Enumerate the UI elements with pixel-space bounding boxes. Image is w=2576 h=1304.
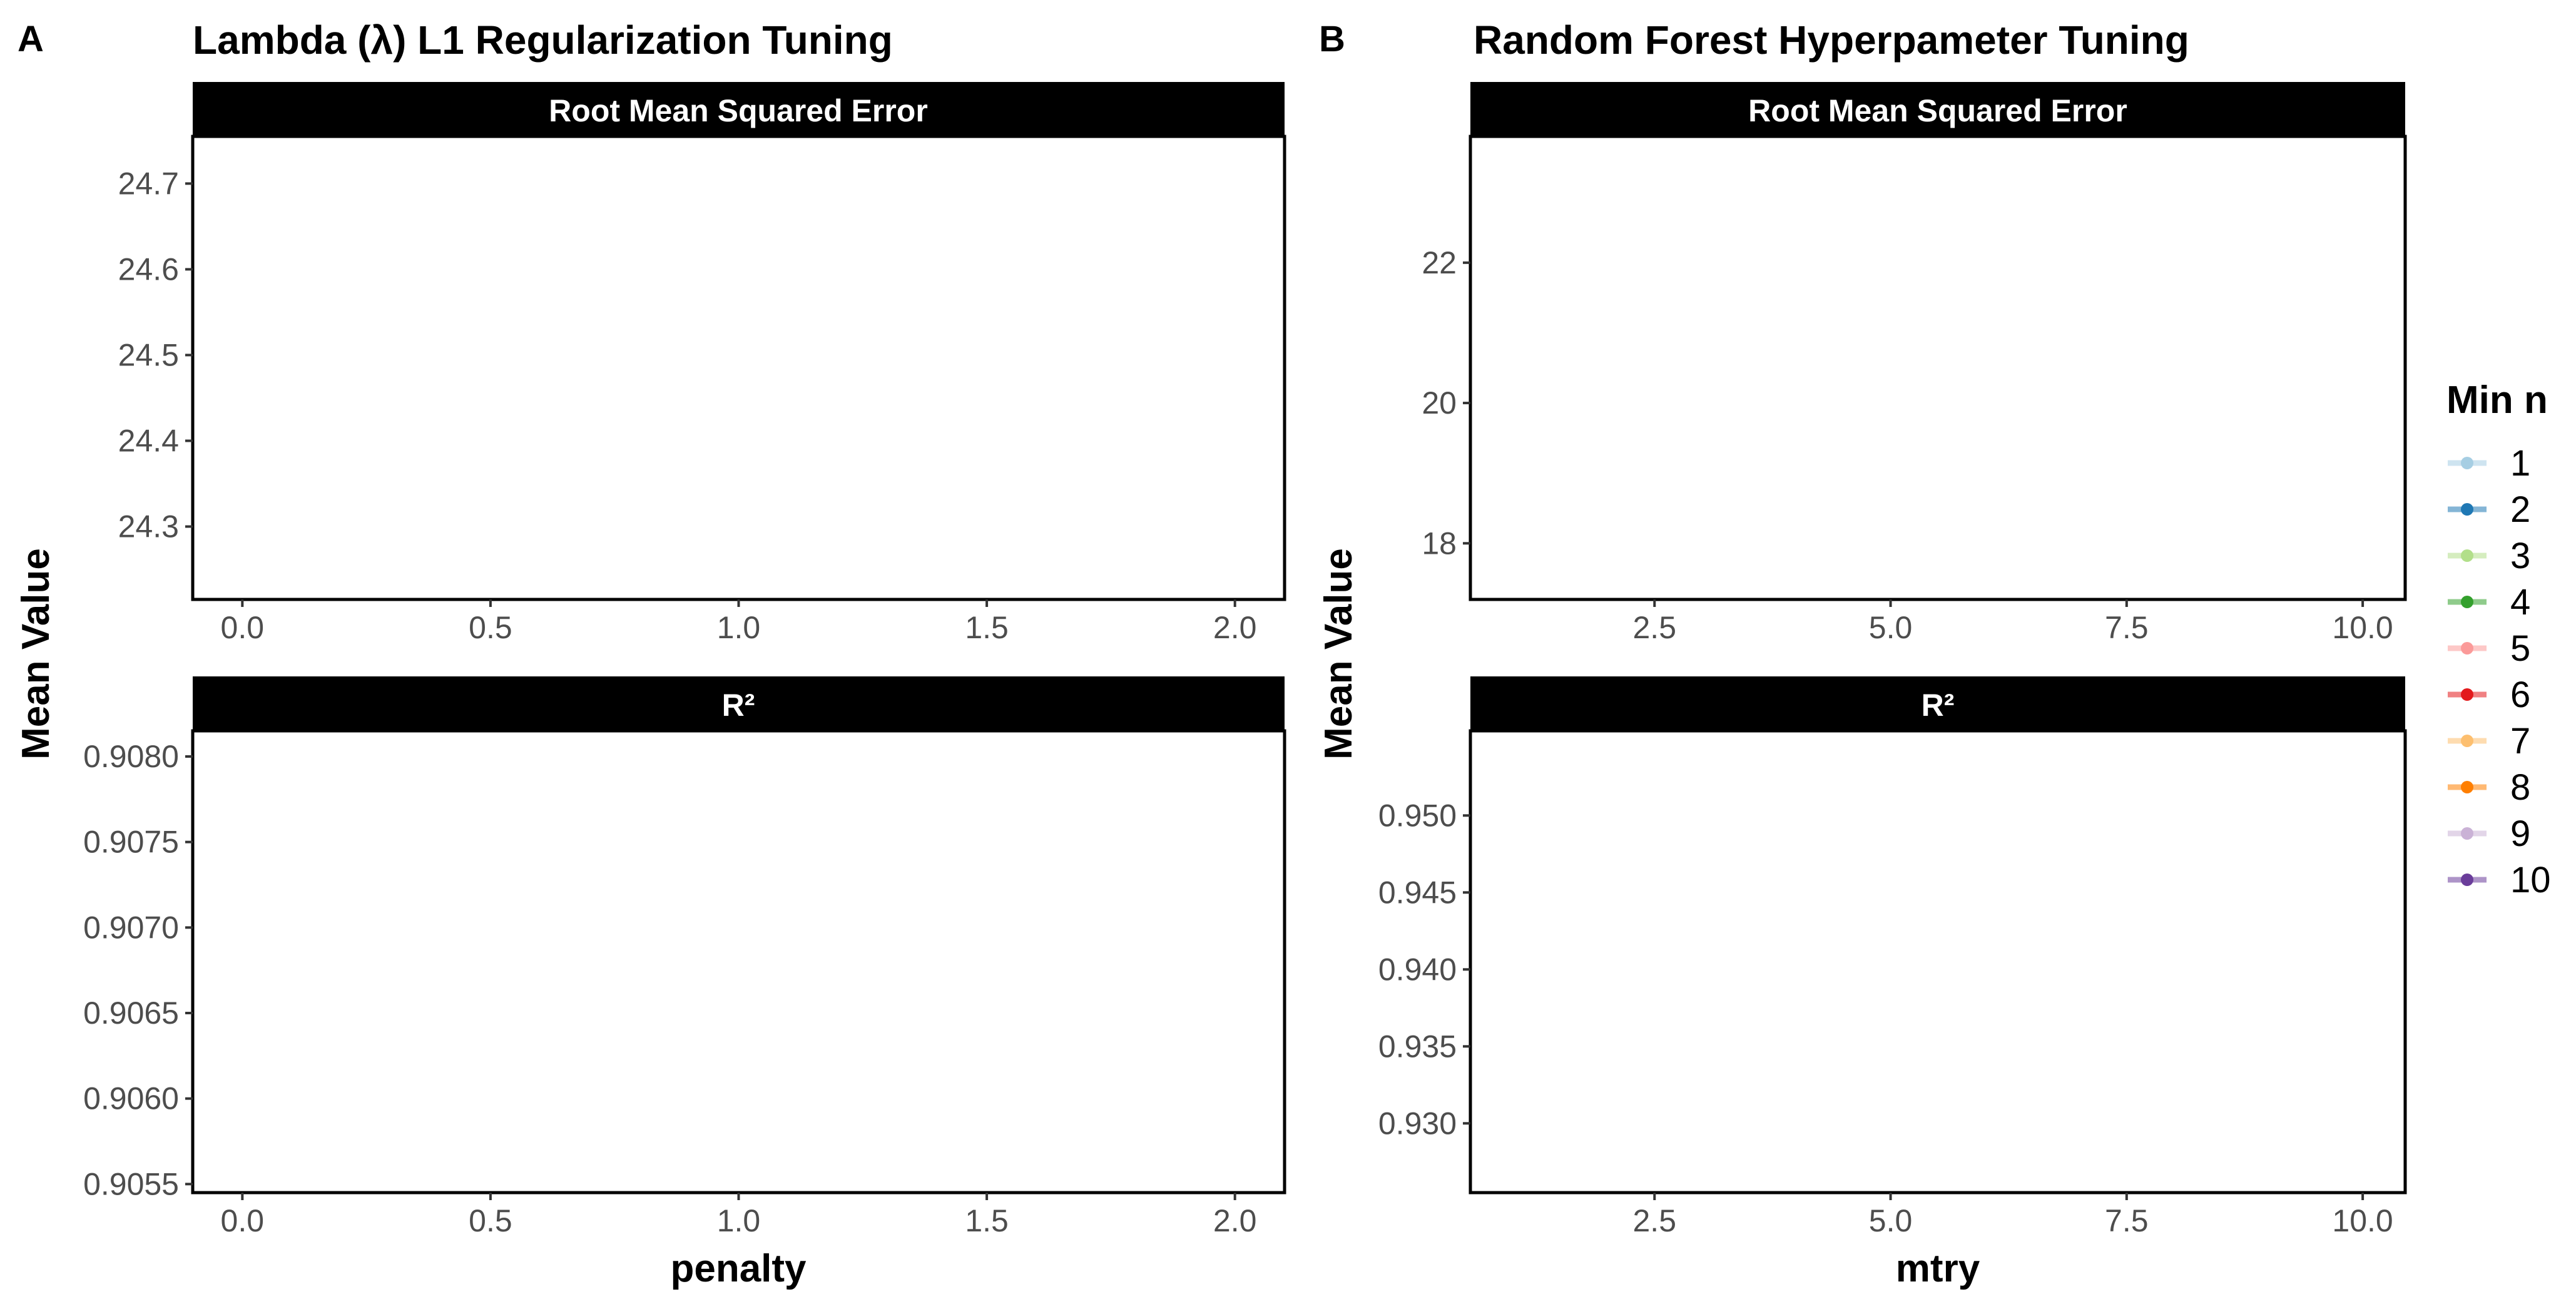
y-tick-label: 0.945 xyxy=(1378,875,1457,910)
legend-items: 1 2 3 4 5 6 7 8 9 10 xyxy=(2448,443,2551,900)
y-tick-label: 20 xyxy=(1422,385,1457,420)
strip-b-r2-label: R² xyxy=(1922,688,1955,723)
strip-a-r2 xyxy=(193,676,1285,731)
x-tick-label: 2.5 xyxy=(1633,1203,1677,1238)
legend-label: 3 xyxy=(2510,536,2530,576)
y-tick-label: 0.9070 xyxy=(83,910,179,945)
legend-key-point xyxy=(2461,781,2473,793)
x-tick-label: 0.5 xyxy=(469,1203,512,1238)
x-tick-label: 7.5 xyxy=(2105,1203,2149,1238)
plot-a-rmse: 0.0 0.5 1.0 1.5 2.0 24.3 24.4 24.5 24.6 24.7 xyxy=(118,135,1286,645)
legend-key-point xyxy=(2461,827,2473,840)
y-tick-label: 24.4 xyxy=(118,423,179,458)
legend-key-point xyxy=(2461,688,2473,701)
panel-b-letter: B xyxy=(1319,19,1345,59)
legend: Min n 1 2 3 4 5 6 7 8 9 10 xyxy=(2446,379,2551,900)
plot-frame-b-rmse xyxy=(1469,135,2407,601)
y-tick-label: 24.7 xyxy=(118,166,179,201)
legend-label: 2 xyxy=(2510,489,2530,530)
legend-label: 10 xyxy=(2510,860,2551,900)
y-tick-label: 24.5 xyxy=(118,337,179,372)
plot-b-rmse: 2.5 5.0 7.5 10.0 18 20 22 xyxy=(1422,135,2407,645)
strip-b-r2 xyxy=(1470,676,2405,731)
legend-key-point xyxy=(2461,874,2473,886)
strip-a-rmse xyxy=(193,82,1285,136)
plot-frame-a-r2 xyxy=(191,729,1286,1194)
y-tick-label: 0.9080 xyxy=(83,739,179,774)
legend-key-point xyxy=(2461,457,2473,469)
y-tick-label: 0.940 xyxy=(1378,952,1457,987)
legend-label: 5 xyxy=(2510,628,2530,669)
y-tick-label: 18 xyxy=(1422,526,1457,561)
x-tick-label: 1.5 xyxy=(965,1203,1009,1238)
panel-b-title: Random Forest Hyperpameter Tuning xyxy=(1474,18,2189,63)
facet-b-rmse: Root Mean Squared Error 2.5 5.0 7.5 10.0182… xyxy=(1422,82,2407,645)
x-tick-label: 0.0 xyxy=(221,610,265,645)
panel-b-xlabel: mtry xyxy=(1896,1247,1980,1290)
panel-a-xlabel: penalty xyxy=(670,1247,807,1290)
legend-key-point xyxy=(2461,735,2473,747)
x-tick-label: 1.5 xyxy=(965,610,1009,645)
legend-label: 6 xyxy=(2510,675,2530,715)
legend-title: Min n xyxy=(2446,379,2548,422)
panel-a-ylabel: Mean Value xyxy=(14,548,58,760)
legend-label: 4 xyxy=(2510,582,2530,623)
x-tick-label: 10.0 xyxy=(2332,1203,2393,1238)
strip-a-r2-label: R² xyxy=(722,688,755,723)
x-tick-label: 5.0 xyxy=(1869,610,1913,645)
facet-a-rmse: Root Mean Squared Error 0.0 0.5 1.0 1.5 2.0 2… xyxy=(118,82,1286,645)
legend-label: 9 xyxy=(2510,813,2530,854)
plot-b-r2: 2.5 5.0 7.5 10.0 0.930 0.935 0.940 0.945 0.950 xyxy=(1378,729,2407,1238)
panel-b-ylabel: Mean Value xyxy=(1317,548,1360,760)
y-tick-label: 0.930 xyxy=(1378,1106,1457,1141)
x-tick-label: 5.0 xyxy=(1869,1203,1913,1238)
y-tick-label: 0.9055 xyxy=(83,1166,179,1201)
y-tick-label: 0.9060 xyxy=(83,1081,179,1116)
legend-key-point xyxy=(2461,503,2473,516)
panel-a-title: Lambda (λ) L1 Regularization Tuning xyxy=(193,18,893,63)
strip-a-rmse-label: Root Mean Squared Error xyxy=(549,93,928,128)
y-tick-label: 24.6 xyxy=(118,252,179,287)
panel-a-letter: A xyxy=(18,19,44,59)
x-tick-label: 1.0 xyxy=(717,610,761,645)
facet-b-r2: R² 2.5 5.0 7.5 10.0 0.930 0.935 0.940 0.945 0.95… xyxy=(1378,676,2407,1238)
facet-a-r2: R² 0.0 0.5 1.0 1.5 2.0 0.9055 0.9060 0.9065 0.90… xyxy=(83,676,1286,1238)
x-tick-label: 10.0 xyxy=(2332,610,2393,645)
x-tick-label: 0.5 xyxy=(469,610,512,645)
strip-b-rmse-label: Root Mean Squared Error xyxy=(1748,93,2127,128)
y-tick-label: 0.935 xyxy=(1378,1029,1457,1064)
x-tick-label: 1.0 xyxy=(717,1203,761,1238)
y-tick-label: 24.3 xyxy=(118,509,179,544)
plot-a-r2: 0.0 0.5 1.0 1.5 2.0 0.9055 0.9060 0.9065 0.9070 0… xyxy=(83,729,1286,1238)
legend-key-point xyxy=(2461,642,2473,655)
x-tick-label: 2.5 xyxy=(1633,610,1677,645)
legend-label: 8 xyxy=(2510,767,2530,808)
y-tick-label: 0.950 xyxy=(1378,798,1457,833)
strip-b-rmse xyxy=(1470,82,2405,136)
x-tick-label: 2.0 xyxy=(1213,1203,1257,1238)
legend-label: 1 xyxy=(2510,443,2530,484)
y-tick-label: 22 xyxy=(1422,245,1457,280)
x-tick-label: 2.0 xyxy=(1213,610,1257,645)
plot-frame-a-rmse xyxy=(191,135,1286,601)
x-tick-label: 7.5 xyxy=(2105,610,2149,645)
legend-key-point xyxy=(2461,549,2473,562)
legend-label: 7 xyxy=(2510,721,2530,762)
y-tick-label: 0.9075 xyxy=(83,825,179,860)
plot-frame-b-r2 xyxy=(1469,729,2407,1194)
legend-key-point xyxy=(2461,596,2473,608)
x-tick-label: 0.0 xyxy=(221,1203,265,1238)
y-tick-label: 0.9065 xyxy=(83,996,179,1031)
